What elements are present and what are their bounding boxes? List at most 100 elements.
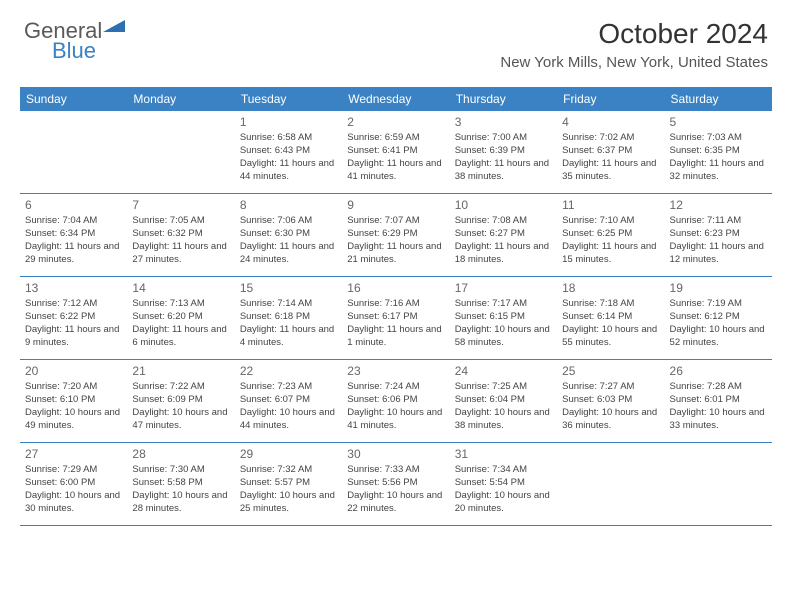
location-text: New York Mills, New York, United States [500, 54, 768, 71]
daylight-text: Daylight: 11 hours and 18 minutes. [455, 241, 552, 267]
day-number: 17 [455, 280, 552, 296]
weekday-header: Saturday [665, 87, 772, 111]
daylight-text: Daylight: 11 hours and 24 minutes. [240, 241, 337, 267]
sunrise-text: Sunrise: 7:32 AM [240, 464, 337, 477]
sunset-text: Sunset: 6:12 PM [670, 311, 767, 324]
daylight-text: Daylight: 11 hours and 41 minutes. [347, 158, 444, 184]
empty-cell [557, 443, 664, 525]
day-number: 22 [240, 363, 337, 379]
day-cell: 30 Sunrise: 7:33 AMSunset: 5:56 PMDayligh… [342, 443, 449, 525]
day-number: 15 [240, 280, 337, 296]
day-number: 24 [455, 363, 552, 379]
page-title: October 2024 [500, 18, 768, 50]
daylight-text: Daylight: 10 hours and 22 minutes. [347, 490, 444, 516]
daylight-text: Daylight: 10 hours and 58 minutes. [455, 324, 552, 350]
day-cell: 3Sunrise: 7:00 AMSunset: 6:39 PMDaylight… [450, 111, 557, 193]
sunset-text: Sunset: 6:17 PM [347, 311, 444, 324]
day-number: 4 [562, 114, 659, 130]
day-number: 21 [132, 363, 229, 379]
sunrise-text: Sunrise: 7:24 AM [347, 381, 444, 394]
day-cell: 31Sunrise: 7:34 AMSunset: 5:54 PMDayligh… [450, 443, 557, 525]
title-block: October 2024 New York Mills, New York, U… [500, 18, 768, 71]
day-number: 18 [562, 280, 659, 296]
daylight-text: Daylight: 10 hours and 20 minutes. [455, 490, 552, 516]
sunset-text: Sunset: 6:32 PM [132, 228, 229, 241]
day-number: 6 [25, 197, 122, 213]
day-number: 29 [240, 446, 337, 462]
sunset-text: Sunset: 6:37 PM [562, 145, 659, 158]
day-number: 14 [132, 280, 229, 296]
day-number: 26 [670, 363, 767, 379]
day-cell: 15Sunrise: 7:14 AMSunset: 6:18 PMDayligh… [235, 277, 342, 359]
sunrise-text: Sunrise: 7:00 AM [455, 132, 552, 145]
daylight-text: Daylight: 10 hours and 52 minutes. [670, 324, 767, 350]
sunset-text: Sunset: 6:07 PM [240, 394, 337, 407]
day-cell: 23 Sunrise: 7:24 AMSunset: 6:06 PMDayligh… [342, 360, 449, 442]
sunset-text: Sunset: 6:01 PM [670, 394, 767, 407]
sunrise-text: Sunrise: 7:20 AM [25, 381, 122, 394]
sunset-text: Sunset: 6:10 PM [25, 394, 122, 407]
sunset-text: Sunset: 6:39 PM [455, 145, 552, 158]
day-cell: 27Sunrise: 7:29 AMSunset: 6:00 PMDayligh… [20, 443, 127, 525]
daylight-text: Daylight: 11 hours and 4 minutes. [240, 324, 337, 350]
day-number: 12 [670, 197, 767, 213]
day-number: 5 [670, 114, 767, 130]
daylight-text: Daylight: 11 hours and 15 minutes. [562, 241, 659, 267]
sunrise-text: Sunrise: 7:22 AM [132, 381, 229, 394]
sunset-text: Sunset: 6:43 PM [240, 145, 337, 158]
day-cell: 21Sunrise: 7:22 AMSunset: 6:09 PMDayligh… [127, 360, 234, 442]
sunset-text: Sunset: 6:25 PM [562, 228, 659, 241]
sunset-text: Sunset: 6:27 PM [455, 228, 552, 241]
day-cell: 8Sunrise: 7:06 AMSunset: 6:30 PMDaylight… [235, 194, 342, 276]
daylight-text: Daylight: 11 hours and 6 minutes. [132, 324, 229, 350]
sunset-text: Sunset: 6:22 PM [25, 311, 122, 324]
week-row: 20 Sunrise: 7:20 AMSunset: 6:10 PM Dayligh… [20, 360, 772, 443]
daylight-text: Daylight: 11 hours and 32 minutes. [670, 158, 767, 184]
day-cell: 29Sunrise: 7:32 AMSunset: 5:57 PMDayligh… [235, 443, 342, 525]
sunset-text: Sunset: 5:57 PM [240, 477, 337, 490]
sunrise-text: Sunrise: 7:19 AM [670, 298, 767, 311]
day-number: 2 [347, 114, 444, 130]
sunrise-text: Sunrise: 7:16 AM [347, 298, 444, 311]
sunrise-text: Sunrise: 7:03 AM [670, 132, 767, 145]
week-row: 6Sunrise: 7:04 AMSunset: 6:34 PMDaylight… [20, 194, 772, 277]
day-number: 20 [25, 363, 122, 379]
day-number: 30 [347, 446, 444, 462]
daylight-text: Daylight: 10 hours and 47 minutes. [132, 407, 229, 433]
day-cell: 26Sunrise: 7:28 AMSunset: 6:01 PMDayligh… [665, 360, 772, 442]
daylight-text: Daylight: 10 hours and 33 minutes. [670, 407, 767, 433]
day-number: 27 [25, 446, 122, 462]
day-number: 25 [562, 363, 659, 379]
day-cell: 17Sunrise: 7:17 AMSunset: 6:15 PMDayligh… [450, 277, 557, 359]
day-number: 23 [347, 363, 444, 379]
day-cell: 20Sunrise: 7:20 AMSunset: 6:10 PMDayligh… [20, 360, 127, 442]
sunset-text: Sunset: 6:06 PM [347, 394, 444, 407]
empty-cell [127, 111, 234, 193]
weekday-header: Sunday [20, 87, 127, 111]
daylight-text: Daylight: 11 hours and 1 minute. [347, 324, 444, 350]
week-row: 13Sunrise: 7:12 AMSunset: 6:22 PMDayligh… [20, 277, 772, 360]
day-cell: 14Sunrise: 7:13 AMSunset: 6:20 PMDayligh… [127, 277, 234, 359]
sunrise-text: Sunrise: 7:18 AM [562, 298, 659, 311]
sunrise-text: Sunrise: 6:59 AM [347, 132, 444, 145]
sunrise-text: Sunrise: 7:12 AM [25, 298, 122, 311]
day-cell: 25Sunrise: 7:27 AMSunset: 6:03 PMDayligh… [557, 360, 664, 442]
daylight-text: Daylight: 10 hours and 38 minutes. [455, 407, 552, 433]
logo: GeneralBlue [24, 18, 125, 64]
sunset-text: Sunset: 6:15 PM [455, 311, 552, 324]
sunrise-text: Sunrise: 7:25 AM [455, 381, 552, 394]
day-number: 31 [455, 446, 552, 462]
day-number: 19 [670, 280, 767, 296]
sunset-text: Sunset: 6:23 PM [670, 228, 767, 241]
weekday-header: Friday [557, 87, 664, 111]
daylight-text: Daylight: 10 hours and 36 minutes. [562, 407, 659, 433]
day-cell: 19 Sunrise: 7:19 AMSunset: 6:12 PMDayligh… [665, 277, 772, 359]
daylight-text: Daylight: 11 hours and 44 minutes. [240, 158, 337, 184]
daylight-text: Daylight: 10 hours and 41 minutes. [347, 407, 444, 433]
sunrise-text: Sunrise: 7:33 AM [347, 464, 444, 477]
sunset-text: Sunset: 5:56 PM [347, 477, 444, 490]
sunrise-text: Sunrise: 7:14 AM [240, 298, 337, 311]
daylight-text: Daylight: 11 hours and 27 minutes. [132, 241, 229, 267]
sunset-text: Sunset: 6:41 PM [347, 145, 444, 158]
daylight-text: Daylight: 10 hours and 55 minutes. [562, 324, 659, 350]
